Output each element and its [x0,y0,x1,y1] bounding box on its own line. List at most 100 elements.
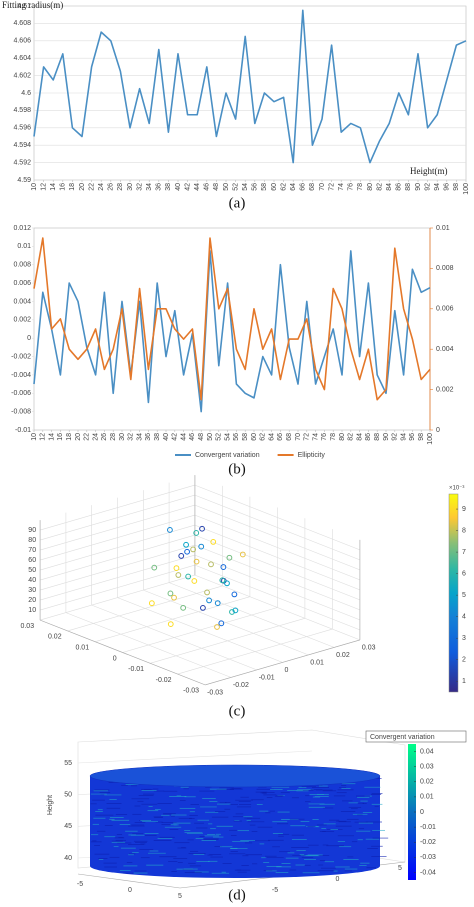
grid-line [168,582,335,648]
grid-line [40,564,195,611]
x-tick-label: 90 [415,183,422,191]
scatter-point [193,530,200,536]
x-tick-label: 52 [232,183,239,191]
scatter-point [224,580,230,587]
x-tick-label: -0.03 [183,688,199,695]
x-tick-label: 28 [110,433,117,441]
y-tick-label: 4.604 [13,55,31,62]
x-tick-label: 68 [286,433,293,441]
x-tick-label: 0 [128,887,132,894]
grid-line [40,484,195,531]
x-tick-label: 92 [392,433,399,441]
colorbar-label: ×10⁻³ [449,486,464,492]
x-tick-label: 0.01 [75,645,89,652]
y-tick-label: -0.006 [11,390,31,397]
scatter-point [183,541,189,548]
y-tick-label: 4.6 [21,90,31,97]
scatter-point [173,565,180,571]
scatter-point [151,564,158,571]
scatter-point [231,591,238,598]
y-tick-label: -0.008 [11,408,31,415]
scatter-point [167,527,173,533]
data-line [33,250,431,413]
scatter-point [180,604,187,611]
x-tick-label: 26 [101,433,108,441]
cylinder-top [89,764,381,788]
x-tick-label: 94 [434,183,441,191]
x-tick-label: 5 [178,893,182,900]
scatter-point [171,594,177,601]
x-tick-label: 0.03 [20,623,34,630]
x-tick-label: 30 [127,183,134,191]
x-tick-label: 100 [427,433,434,445]
z-tick-label: 80 [28,537,36,544]
x-tick-label: 90 [383,433,390,441]
x-tick-label: 54 [242,183,249,191]
colorbar-tick-label: 6 [462,570,466,577]
legend-label: Convergent variation [195,452,260,459]
colorbar-tick-label: 2 [462,657,466,664]
scatter-point [214,600,221,606]
scatter-point [239,551,246,558]
y-tick-label: 4.61 [17,3,31,10]
x-tick-label: 74 [338,183,345,191]
scatter-point [167,590,174,597]
cylinder-body [90,776,380,878]
grid-line [40,514,195,561]
x-tick-label: 36 [156,183,163,191]
x-tick-label: 34 [146,183,153,191]
scatter-point [185,573,192,580]
x-tick-label: 38 [165,183,172,191]
y-tick-label: -0.01 [259,675,275,682]
scatter-point [148,600,155,607]
scatter-point [229,609,235,615]
y-tick-label: 0.006 [13,280,31,287]
y-axis-label: Fitting radius(m) [2,0,63,10]
x-tick-label: 72 [304,433,311,441]
x-tick-label: 96 [409,433,416,441]
z-tick-label: 40 [64,855,72,862]
x-tick-label: 80 [367,183,374,191]
y2-tick-label: 0 [436,427,440,434]
y2-tick-label: 0.004 [436,346,454,353]
z-tick-label: 70 [28,547,36,554]
caption: (c) [229,703,246,719]
grid-line [194,564,361,631]
colorbar-tick-label: 5 [462,592,466,599]
x-tick-label: 50 [207,433,214,441]
x-tick-label: 16 [57,433,64,441]
x-tick-label: 34 [136,433,143,441]
x-tick-label: 78 [330,433,337,441]
y-tick-label: 0 [285,667,289,674]
box-edge [39,619,206,686]
x-tick-label: 58 [242,433,249,441]
x-tick-label: 86 [396,183,403,191]
x-tick-label: 82 [376,183,383,191]
y2-tick-label: 0.008 [436,265,454,272]
grid-line [194,484,361,551]
x-tick-label: 20 [79,183,86,191]
x-tick-label: 82 [348,433,355,441]
x-tick-label: 74 [312,433,319,441]
x-tick-label: -5 [77,881,83,888]
y2-tick-label: 0.002 [436,386,454,393]
y-tick-label: -0.01 [15,427,31,434]
grid-line [194,574,361,641]
colorbar-tick-label: -0.01 [420,824,436,831]
scatter-point [206,597,213,604]
cylinder [89,764,389,878]
legend-box [365,730,467,743]
grid-line [117,597,283,663]
x-tick-label: 0 [113,655,117,662]
caption: (a) [229,195,246,211]
grid-line [194,544,361,611]
y-tick-label: -0.004 [11,372,31,379]
y-tick-label: 0 [336,876,340,883]
x-tick-label: 10 [31,183,38,191]
x-tick-label: -0.01 [128,666,144,673]
x-tick-label: 12 [40,183,47,191]
y-tick-label: -0.03 [207,690,223,697]
x-tick-label: 42 [184,183,191,191]
x-tick-label: 52 [216,433,223,441]
